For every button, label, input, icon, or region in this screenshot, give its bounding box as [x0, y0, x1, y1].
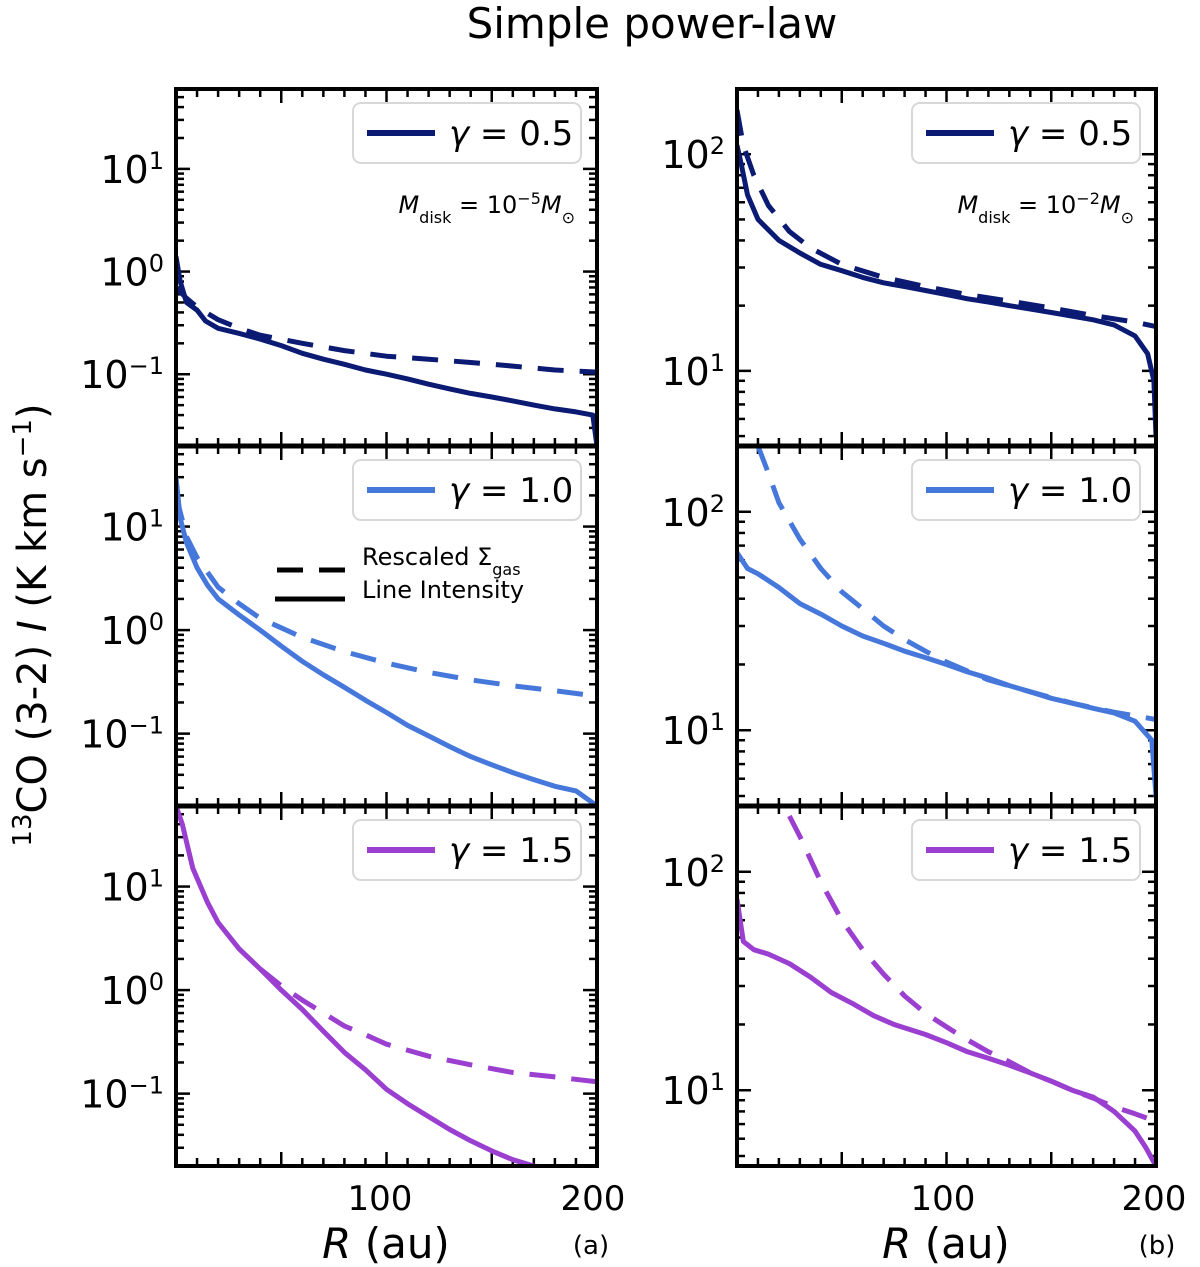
y-tick-label: 10−1 [80, 712, 164, 757]
x-tick-label-a-100: 100 [348, 1179, 413, 1219]
y-tick-label: 101 [661, 1068, 725, 1113]
panel-frames [174, 87, 1158, 1168]
disk-mass-label: Mdisk = 10−2M⊙ [957, 189, 1134, 227]
series-solid-line [737, 144, 1156, 437]
x-axis-label-b: R (au) [882, 1219, 1010, 1267]
legend-gamma-label: γ = 0.5 [449, 114, 573, 154]
y-tick-label: 101 [100, 865, 164, 910]
y-tick-label: 101 [661, 708, 725, 753]
y-tick-label: 100 [100, 250, 164, 295]
frame-b [735, 87, 1158, 1168]
y-axis-label-var: I [10, 620, 56, 632]
legend-gamma-1.5: γ = 1.5 [352, 819, 582, 881]
frame-a [174, 87, 599, 1168]
legend-solid-label: Line Intensity [362, 576, 524, 604]
legend-gamma-label: γ = 1.5 [1008, 831, 1132, 871]
panel-label-b: (b) [1139, 1231, 1176, 1261]
y-tick-label: 100 [100, 608, 164, 653]
y-axis-label-units: (K km s [10, 457, 56, 620]
series-solid-line [737, 551, 1156, 797]
y-axis-label-isotope: 13 [8, 813, 38, 846]
series-solid-line [176, 476, 597, 806]
series-dashed-line [737, 109, 1156, 330]
series-dashed-line [258, 967, 597, 1085]
line-style-legend: Rescaled Σgas Line Intensity [275, 543, 524, 604]
x-tick-label-b-100: 100 [911, 1179, 976, 1219]
series-dashed-line [176, 285, 597, 375]
y-tick-label: 10−1 [80, 352, 164, 397]
y-tick-label: 101 [661, 349, 725, 394]
x-axis-labels: R (au) R (au) 100 200 100 200 (a) (b) [322, 1179, 1186, 1267]
y-axis-label-main: CO (3-2) [10, 632, 56, 813]
legend-box [911, 819, 1141, 881]
legend-gamma-1.0: γ = 1.0 [352, 459, 582, 521]
panel-a1: 101 100 10−1 γ = 0.5 Mdisk = 10−5M⊙ [80, 87, 597, 448]
legend-box [911, 459, 1141, 521]
legend-gamma-label: γ = 0.5 [1008, 114, 1132, 154]
y-tick-label: 102 [661, 850, 725, 895]
y-tick-label: 101 [100, 147, 164, 192]
panel-b3: 102 101 γ = 1.5 [661, 804, 1156, 1166]
legend-gamma-1.5: γ = 1.5 [911, 819, 1141, 881]
x-axis-label-a: R (au) [322, 1219, 450, 1267]
y-axis-label-close: ) [10, 403, 56, 419]
legend-gamma-label: γ = 1.0 [1008, 471, 1132, 511]
series-solid-line [737, 898, 1156, 1166]
legend-box [352, 459, 582, 521]
legend-dashed-label: Rescaled Σgas [362, 543, 521, 579]
y-tick-label: 101 [100, 505, 164, 550]
legend-gamma-label: γ = 1.5 [449, 831, 573, 871]
y-tick-label: 10−1 [80, 1072, 164, 1117]
y-tick-label: 102 [661, 132, 725, 177]
x-tick-label-a-200: 200 [561, 1179, 626, 1219]
legend-gamma-0.5: γ = 0.5 [911, 102, 1141, 164]
figure-title: Simple power-law [467, 0, 838, 48]
y-axis-label: 13CO (3-2) I (K km s−1) [8, 403, 56, 846]
series-solid-line [176, 256, 597, 446]
series-dashed-line [176, 494, 597, 699]
panel-label-a: (a) [573, 1231, 609, 1261]
legend-gamma-1.0: γ = 1.0 [911, 459, 1141, 521]
legend-box [352, 819, 582, 881]
panel-b1: 102 101 γ = 0.5 Mdisk = 10−2M⊙ [661, 87, 1156, 446]
legend-box [352, 102, 582, 164]
panel-a3: 101 100 10−1 γ = 1.5 [80, 804, 597, 1168]
y-axis-label-units-exp: −1 [8, 419, 38, 457]
x-tick-label-b-200: 200 [1122, 1179, 1187, 1219]
legend-box [911, 102, 1141, 164]
disk-mass-label: Mdisk = 10−5M⊙ [398, 189, 575, 227]
legend-gamma-label: γ = 1.0 [449, 471, 573, 511]
series-dashed-line [787, 814, 1156, 1124]
legend-gamma-0.5: γ = 0.5 [352, 102, 582, 164]
y-tick-label: 102 [661, 490, 725, 535]
panels: 101 100 10−1 γ = 0.5 Mdisk = 10−5M⊙ 101 100 10−… [80, 87, 1158, 1168]
panel-a2: 101 100 10−1 γ = 1.0 [80, 444, 597, 808]
series-solid-line [176, 806, 535, 1166]
y-tick-label: 100 [100, 968, 164, 1013]
